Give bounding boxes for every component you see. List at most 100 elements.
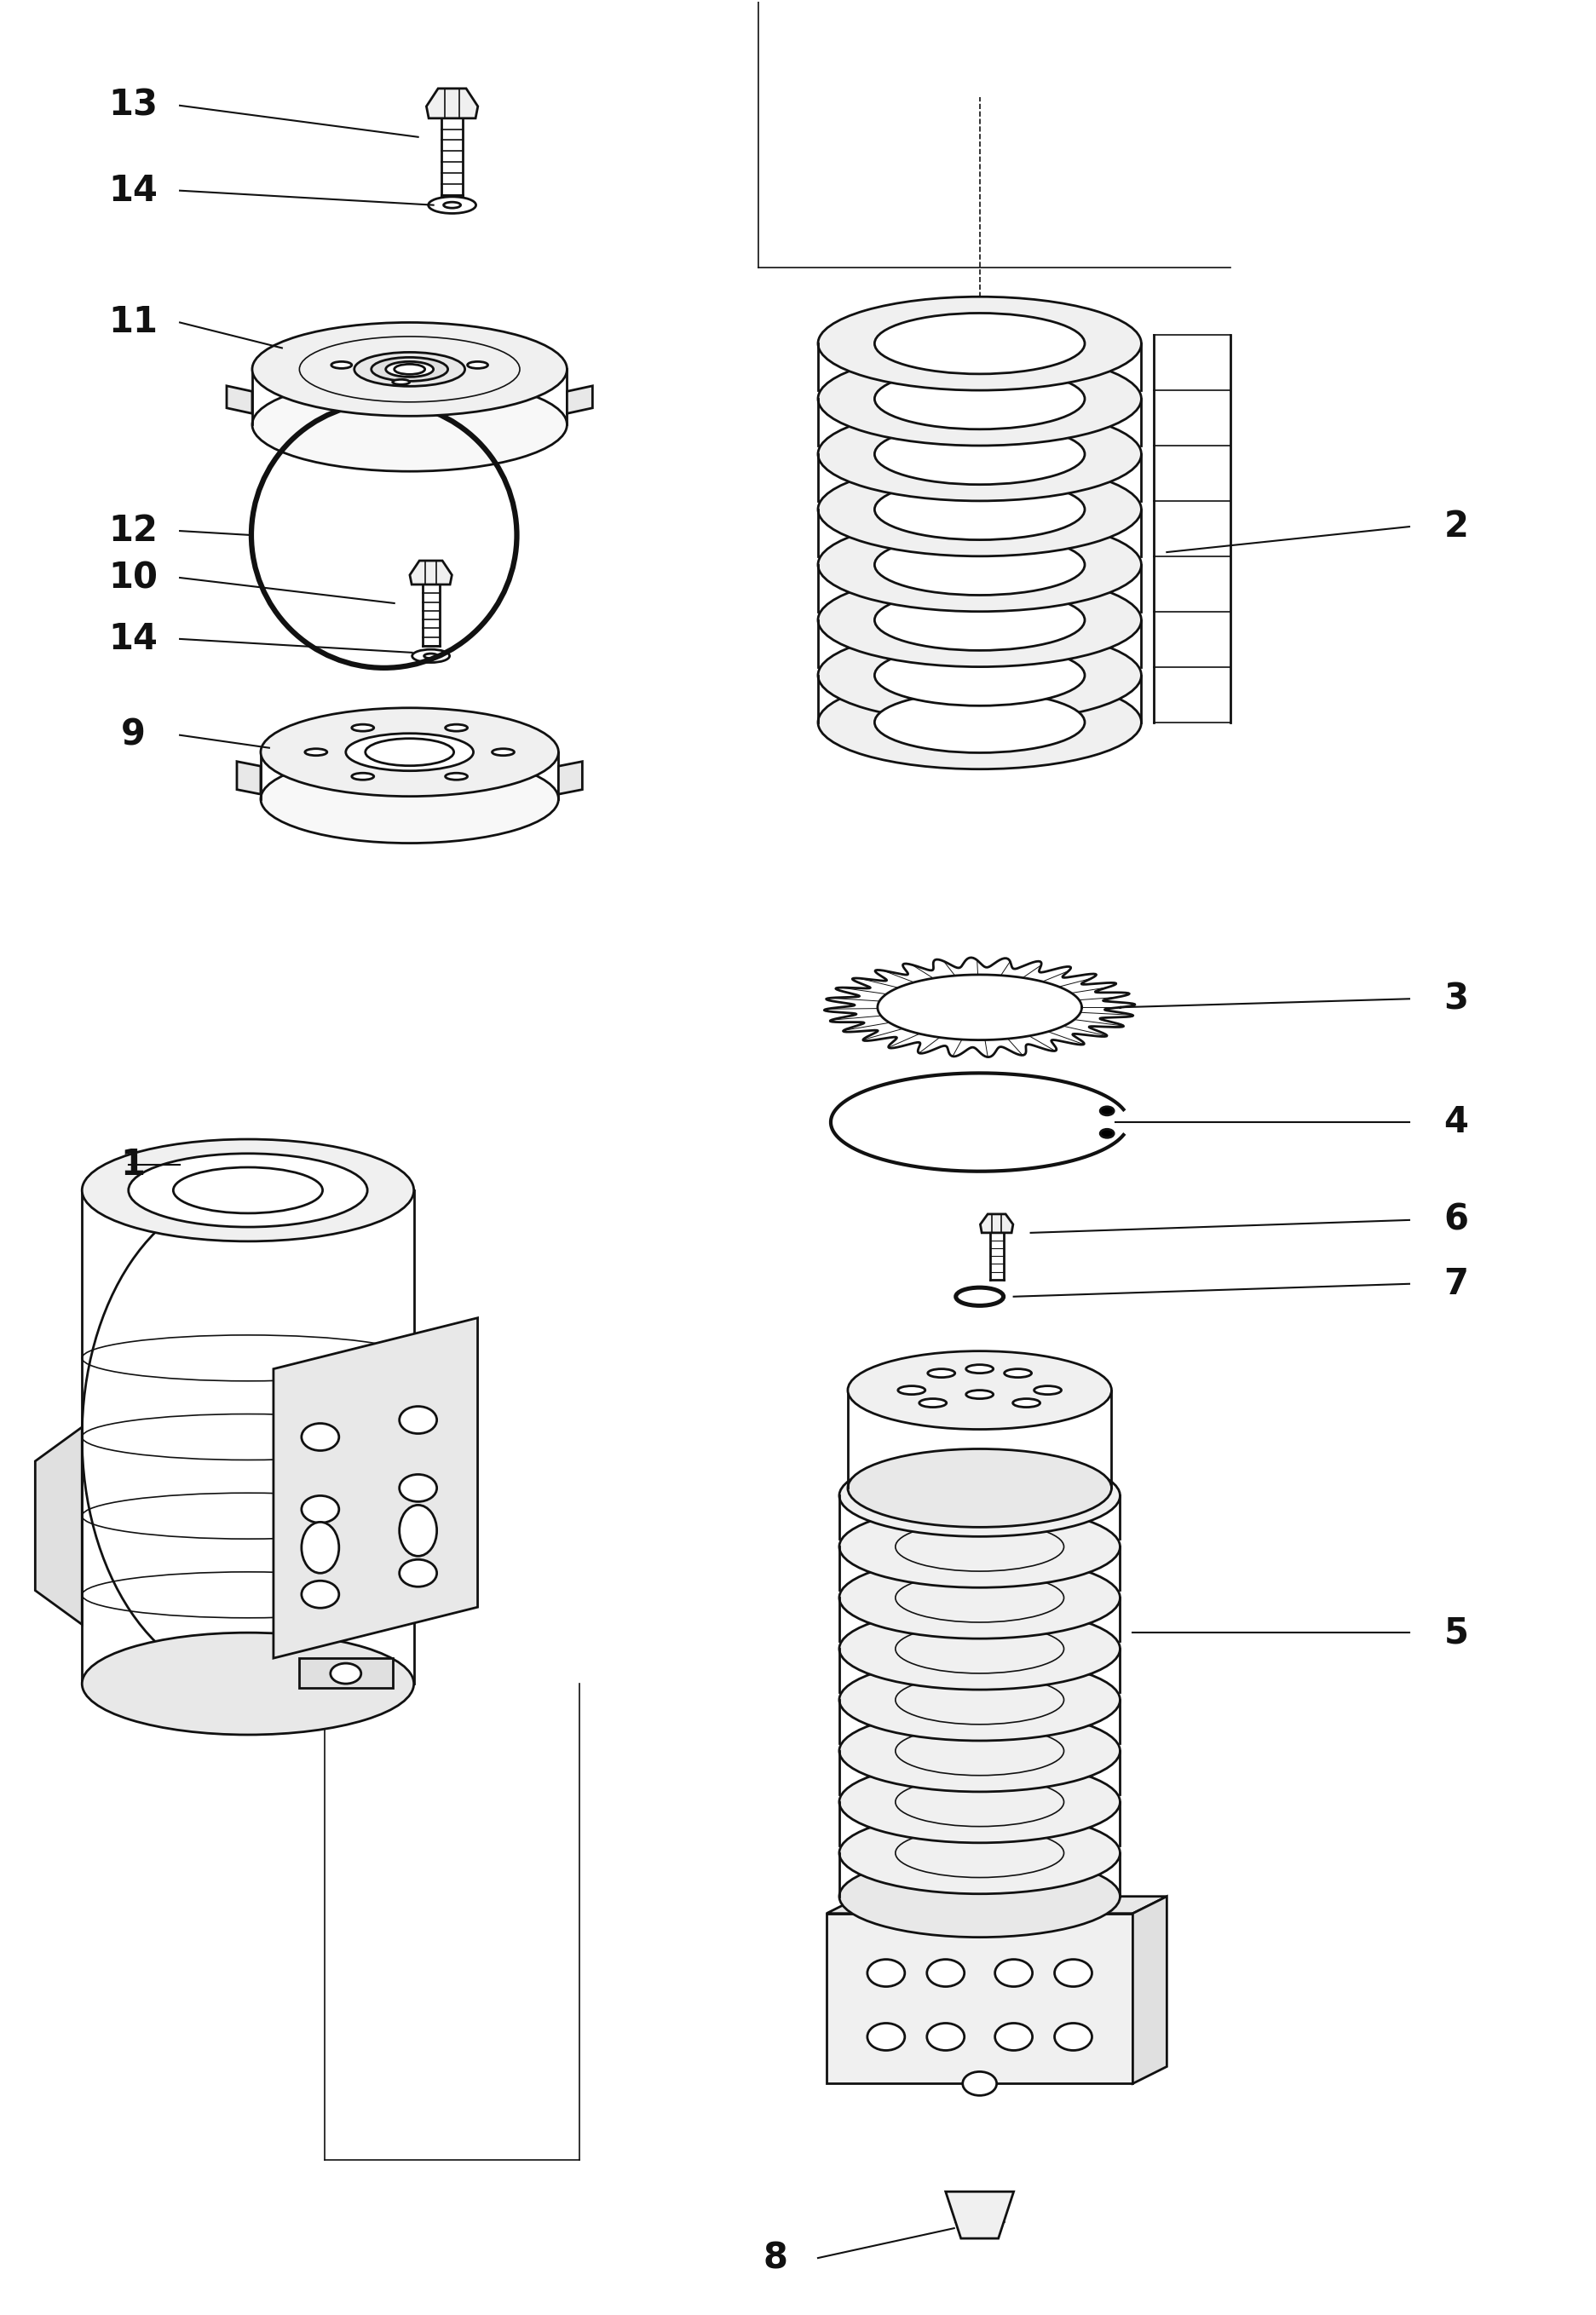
- Ellipse shape: [428, 197, 476, 213]
- Ellipse shape: [81, 1632, 413, 1734]
- Ellipse shape: [1100, 1107, 1114, 1116]
- Ellipse shape: [260, 755, 559, 843]
- Ellipse shape: [962, 2072, 996, 2095]
- Ellipse shape: [919, 1398, 946, 1408]
- Ellipse shape: [819, 463, 1141, 556]
- Ellipse shape: [399, 1405, 437, 1433]
- Ellipse shape: [967, 1894, 1026, 1915]
- Ellipse shape: [393, 380, 410, 384]
- Polygon shape: [273, 1317, 477, 1658]
- Ellipse shape: [365, 738, 453, 766]
- Polygon shape: [1133, 1896, 1167, 2084]
- Polygon shape: [827, 1896, 1167, 1915]
- Ellipse shape: [128, 1153, 367, 1227]
- Ellipse shape: [875, 424, 1085, 484]
- Text: 14: 14: [109, 174, 158, 208]
- Ellipse shape: [994, 2023, 1033, 2051]
- Ellipse shape: [444, 201, 461, 208]
- Text: 8: 8: [763, 2241, 788, 2276]
- Ellipse shape: [875, 646, 1085, 706]
- Ellipse shape: [468, 361, 488, 368]
- Ellipse shape: [1004, 1368, 1031, 1377]
- Polygon shape: [980, 1213, 1013, 1234]
- Text: 10: 10: [109, 560, 158, 595]
- Ellipse shape: [839, 1505, 1120, 1588]
- Text: 2: 2: [1444, 509, 1468, 544]
- Ellipse shape: [330, 1662, 361, 1683]
- Ellipse shape: [1055, 1958, 1092, 1986]
- Ellipse shape: [819, 574, 1141, 667]
- Ellipse shape: [399, 1505, 437, 1556]
- Ellipse shape: [839, 1609, 1120, 1690]
- Ellipse shape: [394, 363, 425, 375]
- Text: 7: 7: [1444, 1266, 1468, 1301]
- Ellipse shape: [819, 630, 1141, 722]
- Ellipse shape: [839, 1454, 1120, 1537]
- Ellipse shape: [819, 407, 1141, 500]
- Polygon shape: [35, 1426, 81, 1625]
- Ellipse shape: [305, 748, 327, 755]
- Ellipse shape: [302, 1521, 338, 1574]
- Text: 1: 1: [121, 1146, 145, 1183]
- Ellipse shape: [819, 676, 1141, 769]
- Ellipse shape: [839, 1857, 1120, 1938]
- Polygon shape: [827, 1915, 1133, 2084]
- Ellipse shape: [927, 1958, 964, 1986]
- Ellipse shape: [445, 725, 468, 732]
- Ellipse shape: [839, 1762, 1120, 1843]
- Ellipse shape: [875, 590, 1085, 651]
- Ellipse shape: [1100, 1130, 1114, 1137]
- Ellipse shape: [174, 1167, 322, 1213]
- Ellipse shape: [867, 2023, 905, 2051]
- Ellipse shape: [302, 1495, 338, 1523]
- Ellipse shape: [412, 651, 450, 662]
- Ellipse shape: [927, 2023, 964, 2051]
- Ellipse shape: [875, 479, 1085, 539]
- Ellipse shape: [819, 296, 1141, 391]
- Ellipse shape: [302, 1424, 338, 1452]
- Ellipse shape: [354, 352, 464, 387]
- Ellipse shape: [260, 708, 559, 796]
- Ellipse shape: [875, 313, 1085, 375]
- Ellipse shape: [839, 1813, 1120, 1894]
- Text: 13: 13: [109, 88, 158, 123]
- Text: 3: 3: [1444, 982, 1468, 1016]
- Polygon shape: [559, 762, 583, 794]
- Ellipse shape: [252, 322, 567, 417]
- Text: 14: 14: [109, 620, 158, 657]
- Ellipse shape: [966, 1391, 993, 1398]
- Ellipse shape: [899, 1387, 926, 1394]
- Ellipse shape: [875, 692, 1085, 752]
- Ellipse shape: [927, 1368, 954, 1377]
- Text: 9: 9: [121, 718, 145, 752]
- Ellipse shape: [875, 535, 1085, 595]
- Ellipse shape: [966, 1364, 993, 1373]
- Ellipse shape: [819, 352, 1141, 444]
- Polygon shape: [410, 560, 452, 583]
- Ellipse shape: [994, 1958, 1033, 1986]
- Text: 6: 6: [1444, 1201, 1468, 1239]
- Ellipse shape: [867, 1958, 905, 1986]
- Ellipse shape: [351, 773, 373, 780]
- Text: 12: 12: [109, 514, 158, 549]
- Ellipse shape: [445, 773, 468, 780]
- Ellipse shape: [847, 1449, 1111, 1528]
- Ellipse shape: [252, 377, 567, 472]
- Text: 5: 5: [1444, 1616, 1468, 1651]
- Text: 4: 4: [1444, 1104, 1468, 1139]
- Ellipse shape: [839, 1660, 1120, 1741]
- Ellipse shape: [1055, 2023, 1092, 2051]
- Ellipse shape: [372, 357, 448, 382]
- Polygon shape: [236, 762, 260, 794]
- Ellipse shape: [492, 748, 514, 755]
- Polygon shape: [567, 387, 592, 414]
- Polygon shape: [298, 1658, 393, 1688]
- Ellipse shape: [351, 725, 373, 732]
- Ellipse shape: [425, 653, 437, 657]
- Polygon shape: [945, 2192, 1013, 2239]
- Ellipse shape: [847, 1352, 1111, 1428]
- Ellipse shape: [399, 1475, 437, 1502]
- Ellipse shape: [332, 361, 351, 368]
- Ellipse shape: [302, 1581, 338, 1609]
- Ellipse shape: [399, 1560, 437, 1586]
